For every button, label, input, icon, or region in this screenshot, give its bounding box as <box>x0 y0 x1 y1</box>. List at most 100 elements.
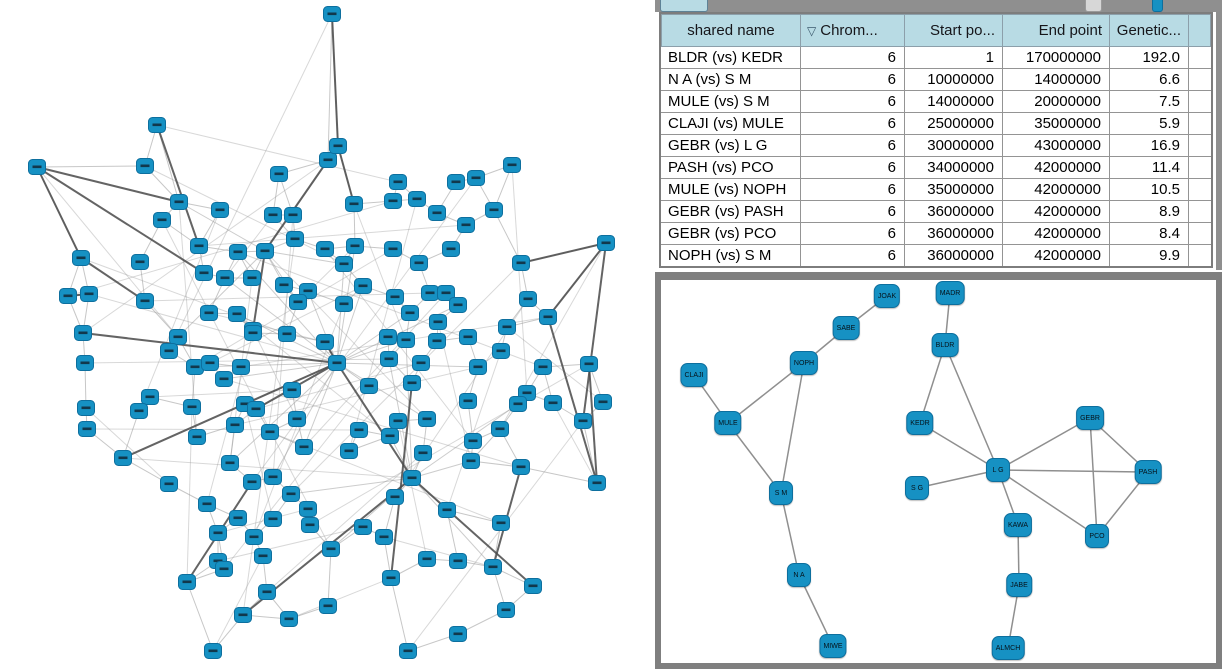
network-node[interactable] <box>247 401 265 417</box>
network-node[interactable] <box>459 329 477 345</box>
network-node-noph[interactable]: NOPH <box>789 351 819 375</box>
network-node-n-a[interactable]: N A <box>787 563 811 587</box>
network-node[interactable] <box>160 476 178 492</box>
network-node[interactable] <box>345 196 363 212</box>
network-node-joak[interactable]: JOAK <box>873 284 901 308</box>
network-node[interactable] <box>399 643 417 659</box>
network-node[interactable] <box>354 278 372 294</box>
column-header-shared-name[interactable]: shared name <box>661 14 801 47</box>
table-row[interactable]: PASH (vs) PCO 6 34000000 42000000 11.4 <box>661 157 1211 179</box>
network-node[interactable] <box>512 459 530 475</box>
network-node[interactable] <box>209 525 227 541</box>
network-node[interactable] <box>234 607 252 623</box>
network-node[interactable] <box>244 325 262 341</box>
network-node[interactable] <box>295 439 313 455</box>
network-node[interactable] <box>183 399 201 415</box>
network-node[interactable] <box>410 255 428 271</box>
network-node[interactable] <box>264 207 282 223</box>
network-node[interactable] <box>275 277 293 293</box>
network-node[interactable] <box>195 265 213 281</box>
network-node[interactable] <box>429 314 447 330</box>
network-node[interactable] <box>284 207 302 223</box>
network-node[interactable] <box>350 422 368 438</box>
network-node[interactable] <box>485 202 503 218</box>
overview-network-canvas[interactable] <box>0 0 650 669</box>
network-node-jabe[interactable]: JABE <box>1006 573 1032 597</box>
network-node[interactable] <box>283 382 301 398</box>
network-node[interactable] <box>186 359 204 375</box>
network-node[interactable] <box>498 319 516 335</box>
network-node[interactable] <box>77 400 95 416</box>
column-header-chrom-[interactable]: ▽ Chrom... <box>801 14 905 47</box>
network-node[interactable] <box>80 286 98 302</box>
network-node-gebr[interactable]: GEBR <box>1076 406 1104 430</box>
network-node[interactable] <box>389 413 407 429</box>
network-node[interactable] <box>375 529 393 545</box>
table-row[interactable]: MULE (vs) NOPH 6 35000000 42000000 10.5 <box>661 179 1211 201</box>
network-node[interactable] <box>221 455 239 471</box>
network-node[interactable] <box>226 417 244 433</box>
network-node[interactable] <box>580 356 598 372</box>
network-node[interactable] <box>389 174 407 190</box>
network-node[interactable] <box>335 256 353 272</box>
network-node[interactable] <box>403 470 421 486</box>
network-node[interactable] <box>544 395 562 411</box>
network-node[interactable] <box>264 469 282 485</box>
network-node[interactable] <box>438 502 456 518</box>
network-node[interactable] <box>278 326 296 342</box>
network-node[interactable] <box>282 486 300 502</box>
network-node[interactable] <box>72 250 90 266</box>
network-node[interactable] <box>228 306 246 322</box>
network-node-almch[interactable]: ALMCH <box>991 636 1025 660</box>
network-node-kawa[interactable]: KAWA <box>1003 513 1033 537</box>
network-node[interactable] <box>519 291 537 307</box>
column-header-genetic-[interactable]: Genetic... <box>1110 14 1189 47</box>
network-node[interactable] <box>261 424 279 440</box>
network-node[interactable] <box>442 241 460 257</box>
network-node[interactable] <box>130 403 148 419</box>
network-node[interactable] <box>384 241 402 257</box>
network-node[interactable] <box>588 475 606 491</box>
network-node[interactable] <box>270 166 288 182</box>
network-node[interactable] <box>386 289 404 305</box>
table-row[interactable]: BLDR (vs) KEDR 6 1 170000000 192.0 <box>661 47 1211 69</box>
network-node[interactable] <box>386 489 404 505</box>
network-node[interactable] <box>288 411 306 427</box>
network-node[interactable] <box>403 375 421 391</box>
network-node-pash[interactable]: PASH <box>1134 460 1162 484</box>
network-node[interactable] <box>574 413 592 429</box>
network-node[interactable] <box>170 194 188 210</box>
network-node-kedr[interactable]: KEDR <box>906 411 934 435</box>
network-node[interactable] <box>397 332 415 348</box>
network-node[interactable] <box>380 351 398 367</box>
network-node[interactable] <box>200 305 218 321</box>
network-node[interactable] <box>459 393 477 409</box>
network-node[interactable] <box>524 578 542 594</box>
network-node[interactable] <box>534 359 552 375</box>
network-node[interactable] <box>539 309 557 325</box>
network-node[interactable] <box>382 570 400 586</box>
network-node[interactable] <box>229 510 247 526</box>
network-node[interactable] <box>323 6 341 22</box>
network-node[interactable] <box>215 561 233 577</box>
network-node[interactable] <box>160 343 178 359</box>
network-node[interactable] <box>136 293 154 309</box>
network-node[interactable] <box>319 152 337 168</box>
network-node[interactable] <box>492 515 510 531</box>
network-node-claji[interactable]: CLAJI <box>680 363 708 387</box>
network-node[interactable] <box>136 158 154 174</box>
network-node[interactable] <box>258 584 276 600</box>
network-node-sabe[interactable]: SABE <box>832 316 860 340</box>
network-node[interactable] <box>289 294 307 310</box>
network-node[interactable] <box>74 325 92 341</box>
network-node[interactable] <box>492 343 510 359</box>
network-node[interactable] <box>354 519 372 535</box>
network-node[interactable] <box>437 285 455 301</box>
network-node[interactable] <box>335 296 353 312</box>
network-node[interactable] <box>329 138 347 154</box>
network-node-mule[interactable]: MULE <box>714 411 742 435</box>
network-node[interactable] <box>408 191 426 207</box>
network-node[interactable] <box>428 333 446 349</box>
table-row[interactable]: GEBR (vs) PCO 6 36000000 42000000 8.4 <box>661 223 1211 245</box>
network-node[interactable] <box>467 170 485 186</box>
